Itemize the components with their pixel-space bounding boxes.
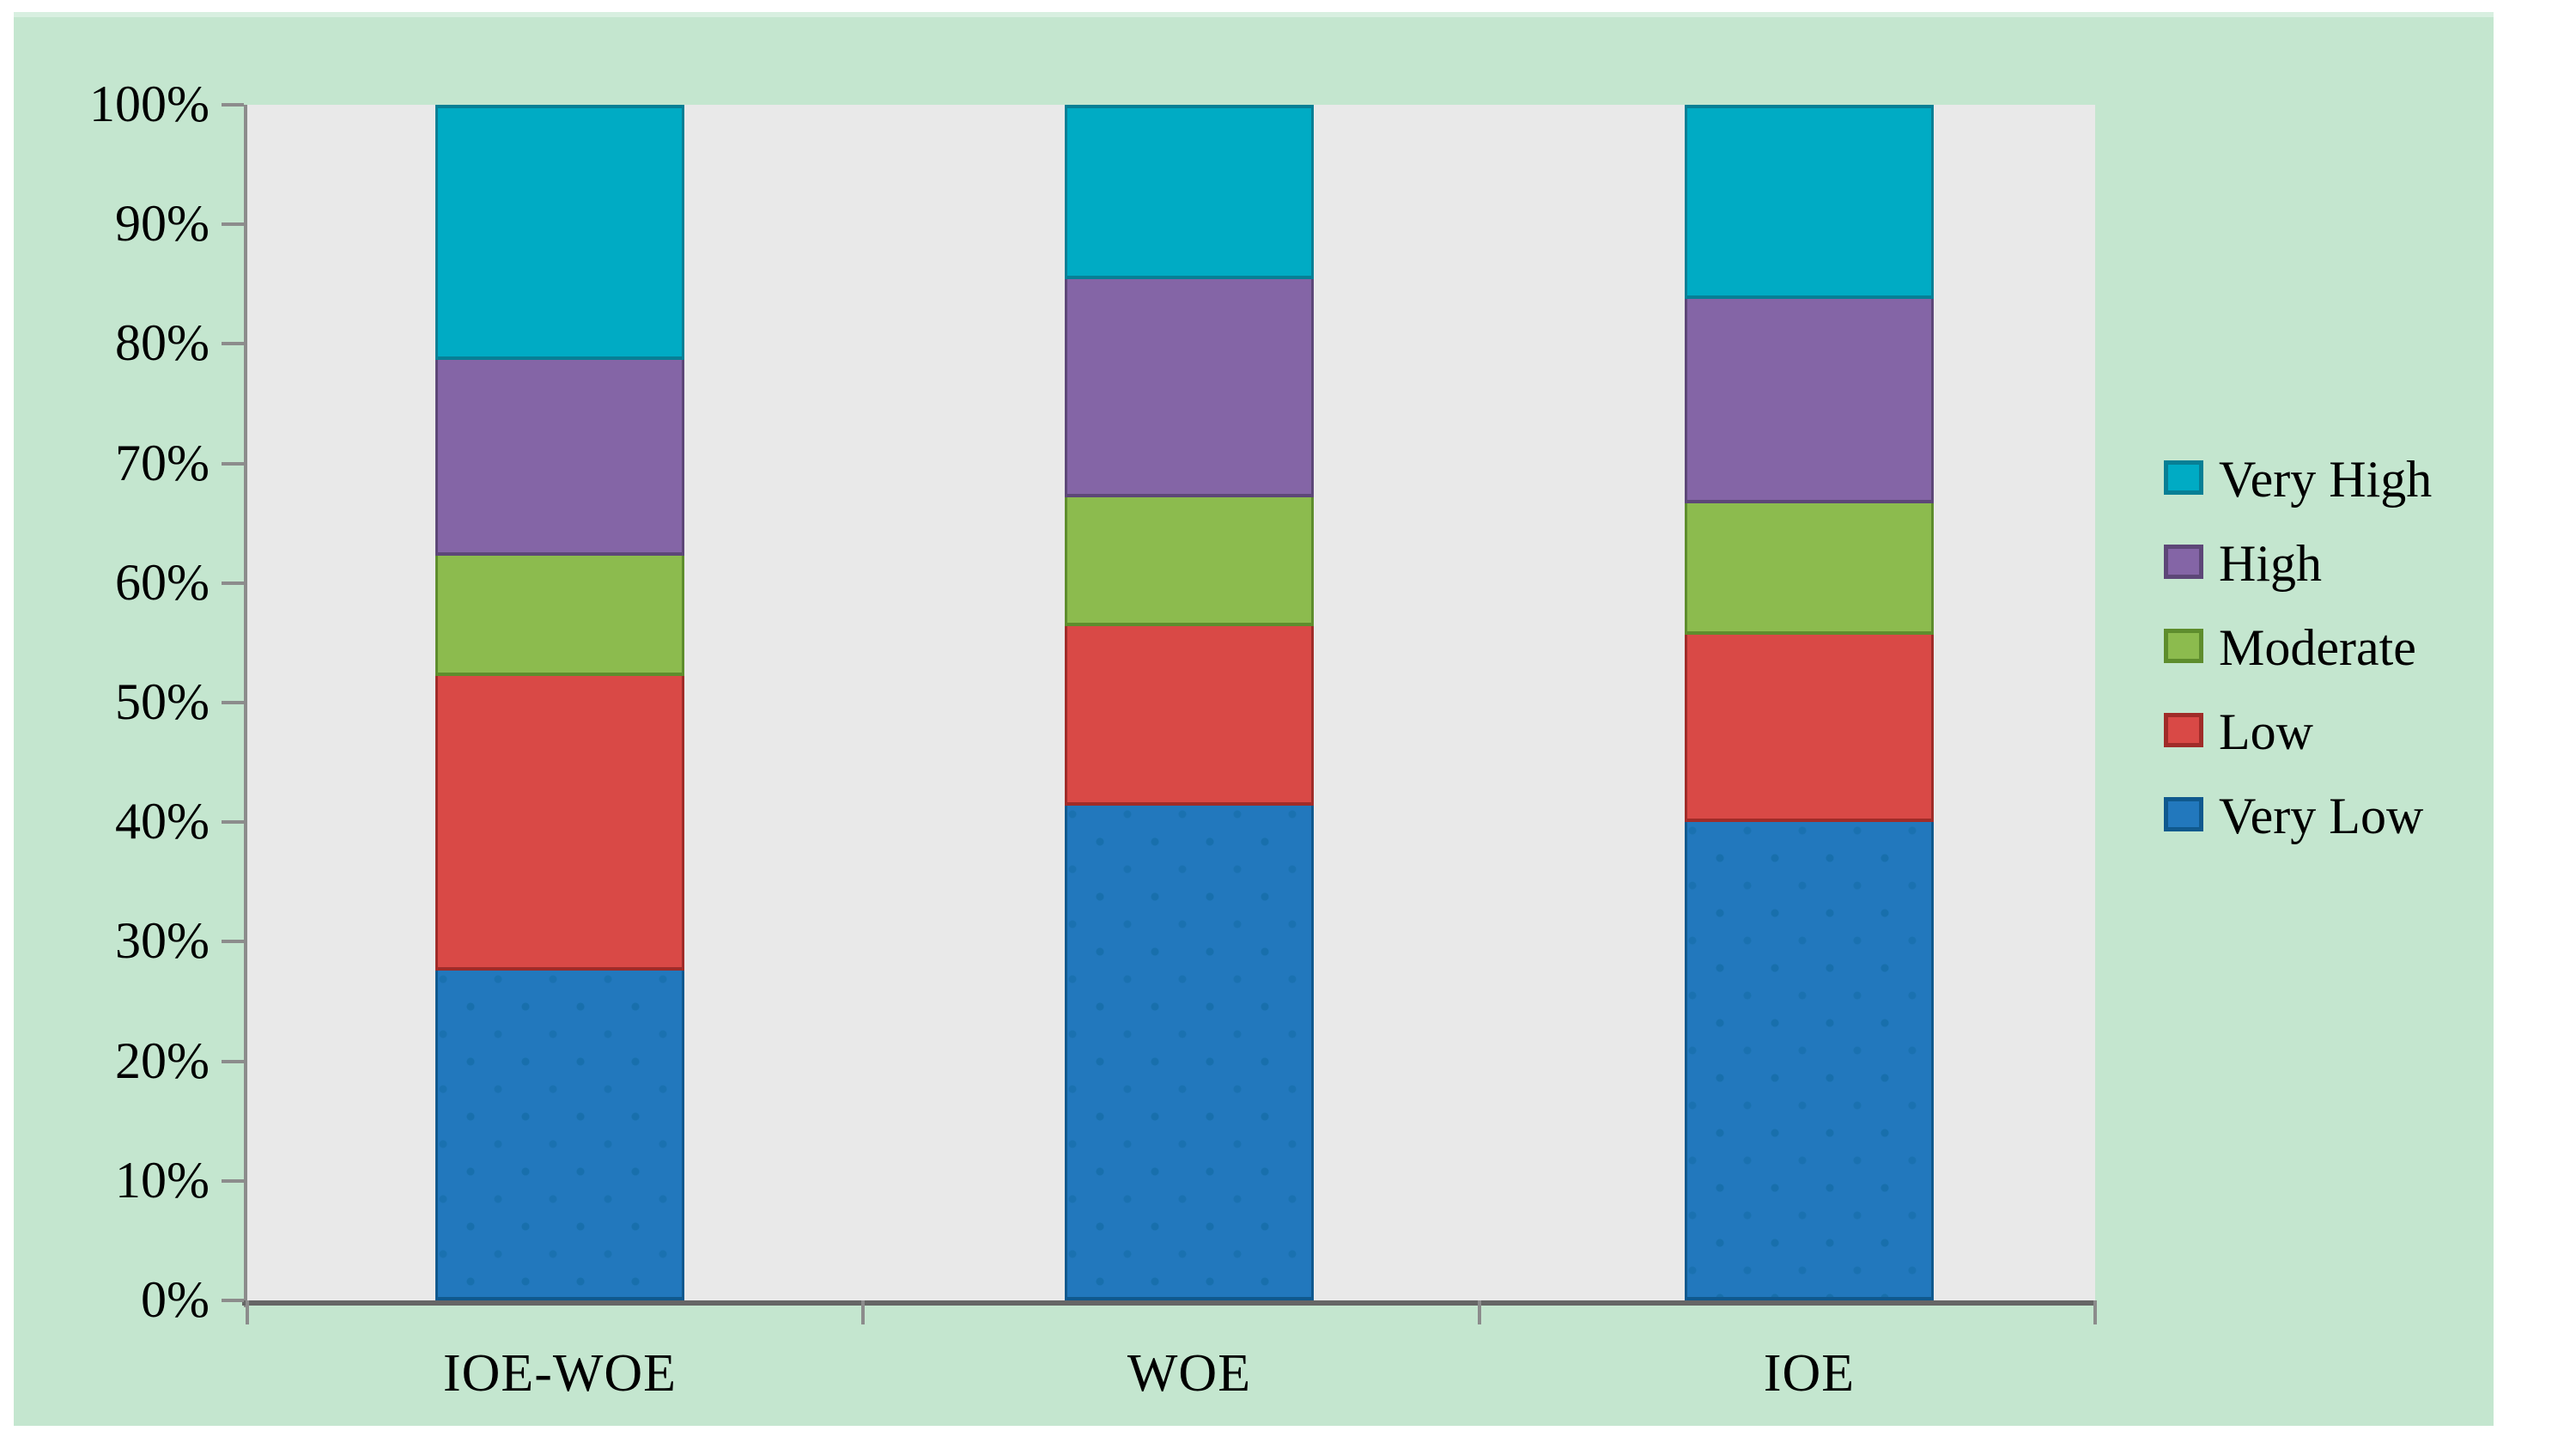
y-axis-tick-label: 70%: [115, 434, 210, 491]
y-axis-tick: [222, 940, 244, 944]
legend-item-high[interactable]: High: [2164, 538, 2524, 589]
segment-very-low[interactable]: [1065, 805, 1314, 1300]
x-axis-category-label: IOE-WOE: [442, 1344, 677, 1403]
x-axis-category-label: IOE: [1763, 1344, 1856, 1403]
y-axis-tick-label: 80%: [115, 314, 210, 372]
segment-low[interactable]: [435, 676, 684, 971]
segment-high[interactable]: [1685, 298, 1934, 503]
legend-item-very-low[interactable]: Very Low: [2164, 790, 2524, 842]
legend-swatch-icon: [2164, 545, 2203, 579]
segment-high[interactable]: [435, 359, 684, 556]
y-axis-tick-label: 60%: [115, 553, 210, 611]
y-axis-tick-label: 100%: [89, 76, 210, 132]
y-axis-tick: [222, 701, 244, 704]
y-axis-tick-label: 50%: [115, 673, 210, 730]
y-axis-tick: [222, 1299, 244, 1302]
y-axis-tick: [222, 1178, 244, 1183]
y-axis-line: [244, 105, 247, 1307]
y-axis-tick-label: 0%: [141, 1271, 210, 1328]
bar-ioe-woe: [435, 105, 684, 1300]
legend-label: Very High: [2219, 451, 2433, 508]
segment-very-high[interactable]: [1065, 105, 1314, 280]
x-axis-tick: [246, 1300, 249, 1324]
legend-swatch-icon: [2164, 460, 2203, 495]
legend-swatch-icon: [2164, 797, 2203, 831]
legend-label: Low: [2219, 703, 2313, 760]
y-axis-tick: [222, 342, 244, 346]
y-axis-tick: [222, 581, 244, 585]
x-axis-tick: [2093, 1300, 2097, 1324]
segment-high[interactable]: [1065, 279, 1314, 497]
y-axis-tick: [222, 461, 244, 466]
y-axis-tick-label: 10%: [115, 1151, 210, 1209]
segment-very-low[interactable]: [1685, 822, 1934, 1300]
legend-item-moderate[interactable]: Moderate: [2164, 622, 2524, 673]
legend-swatch-icon: [2164, 629, 2203, 663]
y-axis-tick-label: 90%: [115, 195, 210, 253]
y-axis-tick: [222, 103, 244, 107]
segment-moderate[interactable]: [435, 555, 684, 677]
legend-swatch-icon: [2164, 713, 2203, 747]
legend-label: High: [2219, 535, 2322, 592]
bar-ioe: [1685, 105, 1934, 1300]
segment-low[interactable]: [1065, 625, 1314, 806]
segment-very-low[interactable]: [435, 970, 684, 1300]
segment-very-high[interactable]: [1685, 105, 1934, 299]
legend-item-low[interactable]: Low: [2164, 706, 2524, 758]
segment-moderate[interactable]: [1685, 502, 1934, 635]
segment-very-high[interactable]: [435, 105, 684, 360]
x-axis-tick: [861, 1300, 866, 1324]
legend-item-very-high[interactable]: Very High: [2164, 454, 2524, 505]
y-axis-tick-label: 20%: [115, 1032, 210, 1089]
y-axis-tick-label: 30%: [115, 912, 210, 970]
legend-label: Very Low: [2219, 788, 2424, 844]
segment-moderate[interactable]: [1065, 496, 1314, 626]
x-axis-tick: [1477, 1300, 1481, 1324]
y-axis-tick: [222, 222, 244, 227]
y-axis-tick-label: 40%: [115, 793, 210, 850]
bar-woe: [1065, 105, 1314, 1300]
legend-label: Moderate: [2219, 619, 2416, 676]
segment-low[interactable]: [1685, 634, 1934, 823]
y-axis-tick: [222, 820, 244, 825]
y-axis-tick: [222, 1059, 244, 1063]
x-axis-category-label: WOE: [1127, 1344, 1252, 1403]
x-axis-line: [242, 1300, 2095, 1306]
